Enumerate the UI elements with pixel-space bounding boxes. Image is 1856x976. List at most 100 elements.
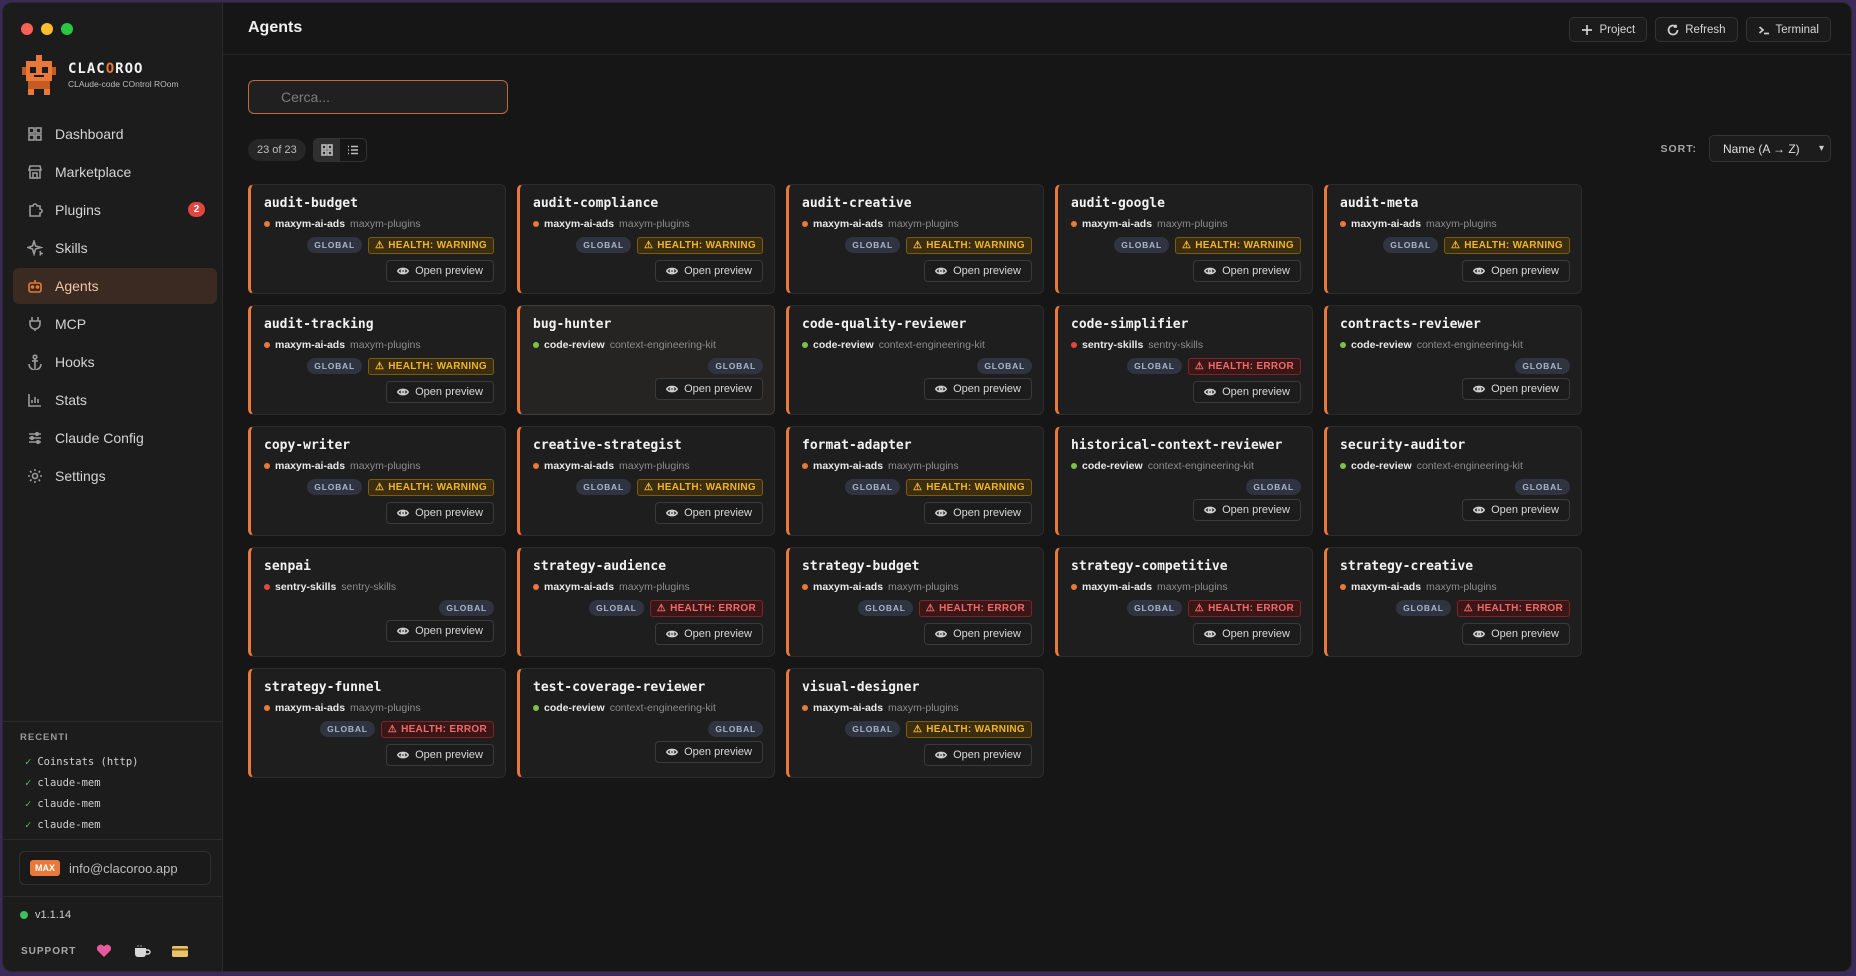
open-preview-button[interactable]: Open preview [1462,378,1570,400]
agent-card[interactable]: audit-google maxym-ai-ads maxym-plugins … [1055,184,1313,294]
open-preview-button[interactable]: Open preview [386,260,494,282]
open-preview-button[interactable]: Open preview [924,744,1032,766]
open-preview-button[interactable]: Open preview [386,502,494,524]
scope-badge: GLOBAL [439,600,494,616]
open-preview-button[interactable]: Open preview [1462,499,1570,521]
sidebar-item-marketplace[interactable]: Marketplace [13,154,217,190]
sort-select[interactable]: Name (A → Z) ▾ [1709,135,1831,162]
sidebar-item-hooks[interactable]: Hooks [13,344,217,380]
open-preview-button[interactable]: Open preview [655,378,763,400]
search-input[interactable] [248,80,508,114]
sidebar-item-plugins[interactable]: Plugins 2 [13,192,217,228]
chevron-down-icon: ▾ [1818,143,1824,154]
agent-card[interactable]: audit-tracking maxym-ai-ads maxym-plugin… [248,305,506,415]
agent-card[interactable]: strategy-creative maxym-ai-ads maxym-plu… [1324,547,1582,657]
recent-item[interactable]: ✓ claude-mem [25,797,101,810]
sidebar-item-dashboard[interactable]: Dashboard [13,116,217,152]
agent-card[interactable]: audit-budget maxym-ai-ads maxym-plugins … [248,184,506,294]
minimize-window-button[interactable] [41,23,53,35]
agent-card[interactable]: contracts-reviewer code-review context-e… [1324,305,1582,415]
brand[interactable]: CLACOROO CLAude-code COntrol ROom [20,55,179,95]
sidebar-item-claude-config[interactable]: Claude Config [13,420,217,456]
scope-badge: GLOBAL [1515,479,1570,495]
anchor-icon [28,354,42,370]
open-preview-button[interactable]: Open preview [1193,381,1301,403]
agent-card[interactable]: test-coverage-reviewer code-review conte… [517,668,775,778]
add-project-button[interactable]: Project [1569,17,1648,42]
open-preview-button[interactable]: Open preview [1193,499,1301,521]
agent-package-name: maxym-plugins [1157,218,1228,230]
maximize-window-button[interactable] [61,23,73,35]
open-preview-button[interactable]: Open preview [924,623,1032,645]
open-preview-button[interactable]: Open preview [1462,260,1570,282]
source-dot-icon [264,584,270,590]
agent-card[interactable]: creative-strategist maxym-ai-ads maxym-p… [517,426,775,536]
agent-card[interactable]: code-quality-reviewer code-review contex… [786,305,1044,415]
agent-card[interactable]: strategy-funnel maxym-ai-ads maxym-plugi… [248,668,506,778]
recent-item[interactable]: ✓ Coinstats (http) [25,755,139,768]
open-preview-button[interactable]: Open preview [924,502,1032,524]
agent-card[interactable]: bug-hunter code-review context-engineeri… [517,305,775,415]
open-preview-button[interactable]: Open preview [655,502,763,524]
close-window-button[interactable] [21,23,33,35]
support-label: SUPPORT [21,945,77,957]
agent-card[interactable]: historical-context-reviewer code-review … [1055,426,1313,536]
agent-card[interactable]: strategy-competitive maxym-ai-ads maxym-… [1055,547,1313,657]
open-preview-button[interactable]: Open preview [1193,260,1301,282]
recent-item[interactable]: ✓ claude-mem [25,776,101,789]
sidebar-item-agents[interactable]: Agents [13,268,217,304]
eye-icon [1473,506,1486,514]
agent-source-name: maxym-ai-ads [1351,218,1422,230]
agent-source: maxym-ai-ads maxym-plugins [264,702,421,714]
agent-card[interactable]: senpai sentry-skills sentry-skills GLOBA… [248,547,506,657]
scope-badge: GLOBAL [576,479,631,495]
agent-card[interactable]: format-adapter maxym-ai-ads maxym-plugin… [786,426,1044,536]
agent-card[interactable]: code-simplifier sentry-skills sentry-ski… [1055,305,1313,415]
terminal-button[interactable]: Terminal [1745,17,1831,42]
credit-card-icon[interactable] [170,943,190,959]
agent-source-name: maxym-ai-ads [544,460,615,472]
open-preview-button[interactable]: Open preview [655,741,763,763]
open-preview-button[interactable]: Open preview [386,744,494,766]
agent-card[interactable]: strategy-audience maxym-ai-ads maxym-plu… [517,547,775,657]
agent-source: maxym-ai-ads maxym-plugins [264,218,421,230]
agent-card[interactable]: visual-designer maxym-ai-ads maxym-plugi… [786,668,1044,778]
sidebar-item-label: MCP [55,316,87,332]
sidebar-item-mcp[interactable]: MCP [13,306,217,342]
agent-card[interactable]: audit-compliance maxym-ai-ads maxym-plug… [517,184,775,294]
open-preview-button[interactable]: Open preview [1193,623,1301,645]
open-preview-button[interactable]: Open preview [924,378,1032,400]
open-preview-button[interactable]: Open preview [655,260,763,282]
sidebar-item-skills[interactable]: Skills [13,230,217,266]
open-preview-button[interactable]: Open preview [924,260,1032,282]
agent-card[interactable]: strategy-budget maxym-ai-ads maxym-plugi… [786,547,1044,657]
agent-card[interactable]: audit-creative maxym-ai-ads maxym-plugin… [786,184,1044,294]
open-preview-button[interactable]: Open preview [386,381,494,403]
scope-badge: GLOBAL [708,358,763,374]
sidebar-item-settings[interactable]: Settings [13,458,217,494]
open-preview-button[interactable]: Open preview [386,620,494,642]
support-row: SUPPORT [21,943,190,959]
agent-source-name: maxym-ai-ads [275,460,346,472]
agent-package-name: context-engineering-kit [609,702,716,714]
heart-icon[interactable] [94,943,114,959]
agent-card[interactable]: security-auditor code-review context-eng… [1324,426,1582,536]
open-preview-button[interactable]: Open preview [1462,623,1570,645]
refresh-button[interactable]: Refresh [1655,17,1738,42]
agent-source-name: code-review [813,339,874,351]
open-preview-button[interactable]: Open preview [655,623,763,645]
agent-card[interactable]: copy-writer maxym-ai-ads maxym-plugins G… [248,426,506,536]
sidebar-divider [3,896,223,897]
agent-card[interactable]: audit-meta maxym-ai-ads maxym-plugins GL… [1324,184,1582,294]
account-box[interactable]: MAX info@clacoroo.app [19,851,211,885]
agent-package-name: maxym-plugins [888,218,959,230]
grid-view-button[interactable] [314,139,340,161]
agent-name: audit-budget [264,196,358,211]
recent-item[interactable]: ✓ claude-mem [25,818,101,831]
list-view-button[interactable] [340,139,366,161]
coffee-icon[interactable] [132,943,152,959]
scope-badge: GLOBAL [858,600,913,616]
agent-package-name: maxym-plugins [350,218,421,230]
sidebar-item-stats[interactable]: Stats [13,382,217,418]
agent-tags: GLOBAL ⚠ HEALTH: ERROR [1127,358,1301,375]
